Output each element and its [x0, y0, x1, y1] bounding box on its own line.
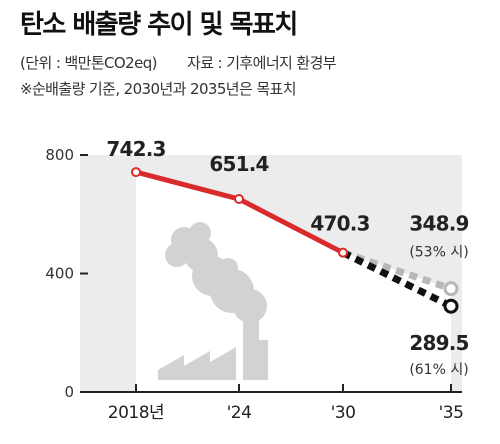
- source-label: 자료 : 기후에너지 환경부: [187, 54, 337, 72]
- area-under-line: [136, 172, 451, 392]
- x-tick-label: 2018년: [108, 403, 164, 423]
- x-tick-label: '30: [331, 403, 356, 423]
- y-tick-label: 400: [45, 265, 74, 283]
- target-53-point-marker: [443, 281, 459, 297]
- data-label: 289.5: [409, 331, 468, 355]
- data-label: 742.3: [106, 137, 165, 161]
- x-tick-label: '35: [439, 403, 464, 423]
- x-tick-label: '24: [227, 403, 252, 423]
- actual-point-marker: [234, 194, 244, 205]
- percent-label: (61% 시): [409, 362, 468, 378]
- chart-title: 탄소 배출량 추이 및 목표치: [20, 10, 298, 40]
- target-61-point-marker: [443, 298, 459, 314]
- actual-point-marker: [131, 167, 141, 178]
- data-label: 470.3: [310, 212, 369, 236]
- note-label: ※순배출량 기준, 2030년과 2035년은 목표치: [20, 80, 297, 98]
- target-61-dashed-line: [341, 249, 453, 310]
- actual-point-marker: [338, 247, 348, 258]
- subtitle-line: (단위 : 백만톤CO2eq) 자료 : 기후에너지 환경부: [20, 52, 337, 73]
- data-labels: 742.3 651.4 470.3 348.9 (53% 시) 289.5 (61% 시): [106, 137, 469, 378]
- data-points: [131, 167, 459, 314]
- y-tick-label: 0: [64, 383, 74, 401]
- data-label: 651.4: [209, 152, 268, 176]
- y-tick-label: 800: [45, 146, 74, 164]
- data-label: 348.9: [409, 212, 468, 236]
- factory-smoke-icon: [158, 222, 268, 380]
- unit-label: (단위 : 백만톤CO2eq): [20, 54, 157, 72]
- x-axis-ticks: 2018년 '24 '30 '35: [108, 384, 464, 423]
- percent-label: (53% 시): [409, 245, 468, 261]
